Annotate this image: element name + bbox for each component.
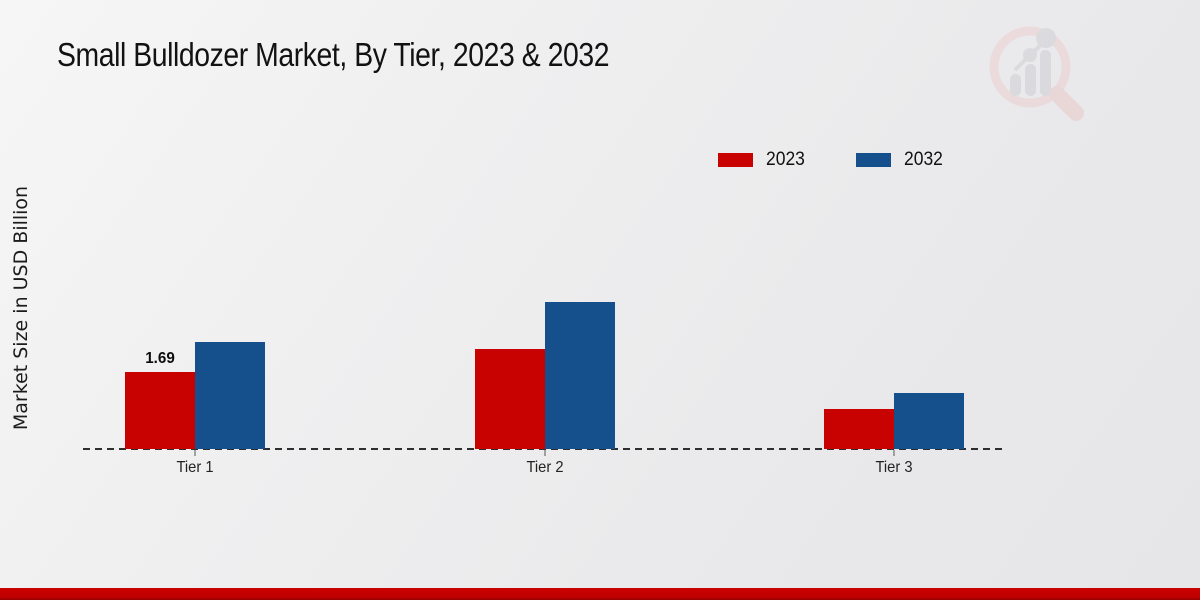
bar-2023-tier-2 <box>475 349 545 449</box>
x-axis-baseline <box>83 448 1007 450</box>
bar-2032-tier-2 <box>545 302 615 449</box>
x-axis-tick-tier-3 <box>893 450 895 456</box>
bar-2032-tier-3 <box>894 393 964 449</box>
legend-item-2023: 2023 <box>718 149 808 171</box>
y-axis-label: Market Size in USD Billion <box>10 185 32 431</box>
bar-2023-tier-1 <box>125 372 195 449</box>
x-axis-tick-tier-2 <box>544 450 546 456</box>
x-axis-label-tier-1: Tier 1 <box>176 459 214 476</box>
footer-strip <box>0 588 1200 600</box>
legend-label-2032: 2032 <box>904 149 944 170</box>
legend-swatch-2023 <box>718 153 753 167</box>
x-axis-tick-tier-1 <box>194 450 196 456</box>
x-axis-label-tier-3: Tier 3 <box>875 459 913 476</box>
bar-2023-tier-3 <box>824 409 894 449</box>
legend-swatch-2032 <box>856 153 892 167</box>
bar-value-label-2023-tier-1: 1.69 <box>145 350 175 367</box>
brand-watermark-logo <box>989 26 1084 121</box>
legend: 2023 2032 <box>718 149 947 171</box>
x-axis-label-tier-2: Tier 2 <box>526 459 564 476</box>
chart-title: Small Bulldozer Market, By Tier, 2023 & … <box>57 36 610 73</box>
legend-label-2023: 2023 <box>766 149 805 170</box>
bar-2032-tier-1 <box>195 342 265 449</box>
legend-item-2032: 2032 <box>856 149 946 171</box>
plot-area: 1.69 Tier 1 Tier 2 Tier 3 <box>83 140 1007 476</box>
